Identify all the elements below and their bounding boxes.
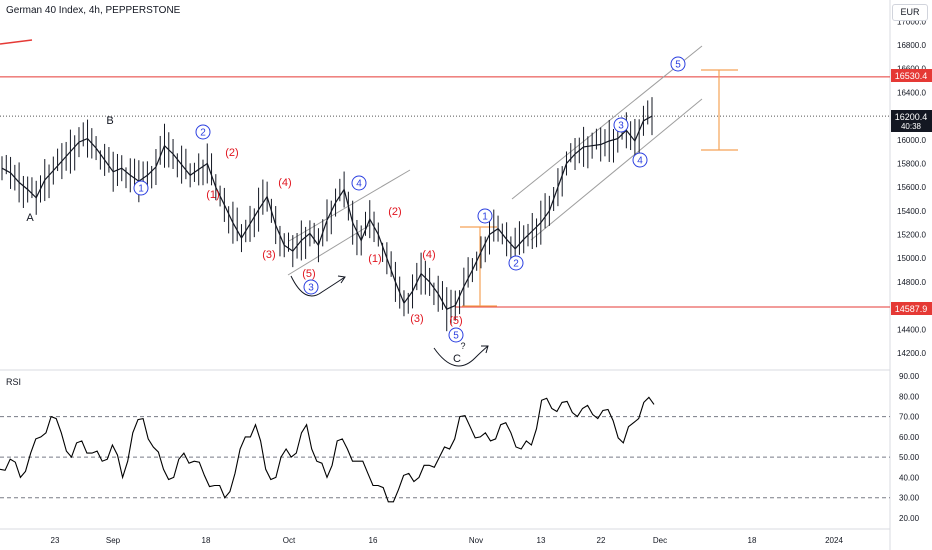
svg-text:4: 4 bbox=[637, 156, 643, 167]
wave-circle-label[interactable]: 1 bbox=[133, 180, 149, 196]
wave-black-label[interactable]: A bbox=[26, 212, 34, 224]
time-tick-label: 16 bbox=[369, 536, 378, 545]
trend-stub-line[interactable] bbox=[0, 39, 33, 45]
wave-circle-label[interactable]: 5 bbox=[670, 56, 686, 72]
price-tick-label: 16800.0 bbox=[897, 41, 926, 50]
channel-line bbox=[511, 45, 703, 200]
wave-circle-label[interactable]: 3 bbox=[613, 117, 629, 133]
time-tick-label: 13 bbox=[537, 536, 546, 545]
wave-red-label[interactable]: (4) bbox=[278, 177, 291, 189]
rsi-tick-label: 90.00 bbox=[899, 372, 920, 381]
time-tick-label: 18 bbox=[202, 536, 211, 545]
support-price-text: 14587.9 bbox=[895, 304, 928, 314]
svg-text:3: 3 bbox=[618, 121, 624, 132]
arrow-head bbox=[481, 345, 489, 354]
price-tick-label: 15600.0 bbox=[897, 183, 926, 192]
channel-line bbox=[287, 224, 371, 276]
wave-red-label[interactable]: (3) bbox=[410, 313, 423, 325]
rsi-series bbox=[0, 396, 655, 503]
svg-text:2: 2 bbox=[200, 128, 206, 139]
wave-circle-label[interactable]: 1 bbox=[477, 208, 493, 224]
price-tick-label: 14200.0 bbox=[897, 349, 926, 358]
chart-frame bbox=[0, 0, 891, 550]
resistance-price-tag[interactable]: 16530.4 bbox=[891, 69, 932, 82]
rsi-tick-label: 60.00 bbox=[899, 433, 920, 442]
wave-circle-label[interactable]: 2 bbox=[508, 255, 524, 271]
price-tick-label: 17000.0 bbox=[897, 17, 926, 26]
price-line bbox=[1, 115, 653, 310]
rsi-axis: 90.00 80.00 70.00 60.00 50.00 40.00 30.00 20.00 bbox=[899, 372, 920, 523]
rsi-tick-label: 80.00 bbox=[899, 392, 920, 401]
rsi-level-lines bbox=[0, 416, 890, 499]
time-tick-label: Nov bbox=[469, 536, 483, 545]
price-tick-label: 15200.0 bbox=[897, 231, 926, 240]
rsi-tick-label: 30.00 bbox=[899, 494, 920, 503]
time-tick-label: 18 bbox=[748, 536, 757, 545]
wave-black-label[interactable]: B bbox=[106, 115, 113, 127]
wave-circle-label[interactable]: 2 bbox=[195, 124, 211, 140]
price-tick-label: 16400.0 bbox=[897, 88, 926, 97]
rsi-label: RSI bbox=[6, 377, 22, 387]
wave-red-label[interactable]: (1) bbox=[368, 253, 381, 265]
svg-text:2: 2 bbox=[513, 259, 519, 270]
curved-arrows[interactable] bbox=[290, 275, 489, 367]
svg-text:5: 5 bbox=[675, 60, 681, 71]
arrow-head bbox=[337, 275, 346, 284]
current-price-text: 16200.4 bbox=[895, 112, 928, 122]
wave-circle-label[interactable]: 4 bbox=[632, 152, 648, 168]
wave-red-label[interactable]: (5) bbox=[449, 315, 462, 327]
price-tick-label: 14400.0 bbox=[897, 325, 926, 334]
price-tick-label: 16000.0 bbox=[897, 136, 926, 145]
wave-black-label[interactable]: C bbox=[453, 353, 461, 365]
wave-circle-label[interactable]: 4 bbox=[351, 175, 367, 191]
time-tick-label: Sep bbox=[106, 536, 121, 545]
svg-text:1: 1 bbox=[482, 212, 488, 223]
price-tick-label: 15800.0 bbox=[897, 159, 926, 168]
wave-labels[interactable]: 1 2 3 4 5 1 2 3 4 5 (1) (2) (3) (4) (5) (1) (2) (3) (4) (5)… bbox=[26, 56, 686, 365]
countdown-text: 40:38 bbox=[901, 122, 922, 131]
time-tick-label: Dec bbox=[653, 536, 667, 545]
rsi-tick-label: 40.00 bbox=[899, 473, 920, 482]
wave-red-label[interactable]: (2) bbox=[388, 206, 401, 218]
channel-line bbox=[288, 169, 411, 242]
price-channels[interactable] bbox=[287, 45, 703, 276]
price-tick-label: 15400.0 bbox=[897, 207, 926, 216]
wave-red-label[interactable]: (5) bbox=[302, 268, 315, 280]
rsi-tick-label: 20.00 bbox=[899, 514, 920, 523]
wave-circle-label[interactable]: 3 bbox=[303, 279, 319, 295]
support-price-tag[interactable]: 14587.9 bbox=[891, 302, 932, 315]
rsi-tick-label: 50.00 bbox=[899, 453, 920, 462]
price-tick-label: 14800.0 bbox=[897, 278, 926, 287]
wave-black-label[interactable]: ? bbox=[460, 341, 465, 351]
curved-arrow bbox=[290, 275, 346, 297]
svg-text:3: 3 bbox=[308, 283, 314, 294]
wave-red-label[interactable]: (3) bbox=[262, 249, 275, 261]
channel-line bbox=[530, 98, 703, 241]
time-tick-label: 2024 bbox=[825, 536, 843, 545]
time-tick-label: Oct bbox=[283, 536, 296, 545]
price-series bbox=[1, 97, 653, 332]
chart-title: German 40 Index, 4h, PEPPERSTONE bbox=[6, 5, 181, 16]
wave-circle-label[interactable]: 5 bbox=[448, 327, 464, 343]
rsi-line bbox=[0, 396, 655, 503]
currency-button[interactable]: EUR bbox=[892, 4, 928, 21]
curved-arrow bbox=[433, 345, 489, 367]
current-price-tag[interactable]: 16200.4 40:38 bbox=[891, 110, 932, 132]
time-tick-label: 22 bbox=[597, 536, 606, 545]
time-axis: 23 Sep 18 Oct 16 Nov 13 22 Dec 18 2024 bbox=[51, 536, 844, 545]
resistance-price-text: 16530.4 bbox=[895, 71, 928, 81]
wave-red-label[interactable]: (4) bbox=[422, 249, 435, 261]
projection-tools[interactable] bbox=[460, 69, 738, 307]
svg-text:4: 4 bbox=[356, 179, 362, 190]
wave-red-label[interactable]: (1) bbox=[206, 189, 219, 201]
wave-red-label[interactable]: (2) bbox=[225, 147, 238, 159]
rsi-tick-label: 70.00 bbox=[899, 413, 920, 422]
svg-text:5: 5 bbox=[453, 331, 459, 342]
time-tick-label: 23 bbox=[51, 536, 60, 545]
svg-text:1: 1 bbox=[138, 184, 144, 195]
price-tick-label: 15000.0 bbox=[897, 254, 926, 263]
